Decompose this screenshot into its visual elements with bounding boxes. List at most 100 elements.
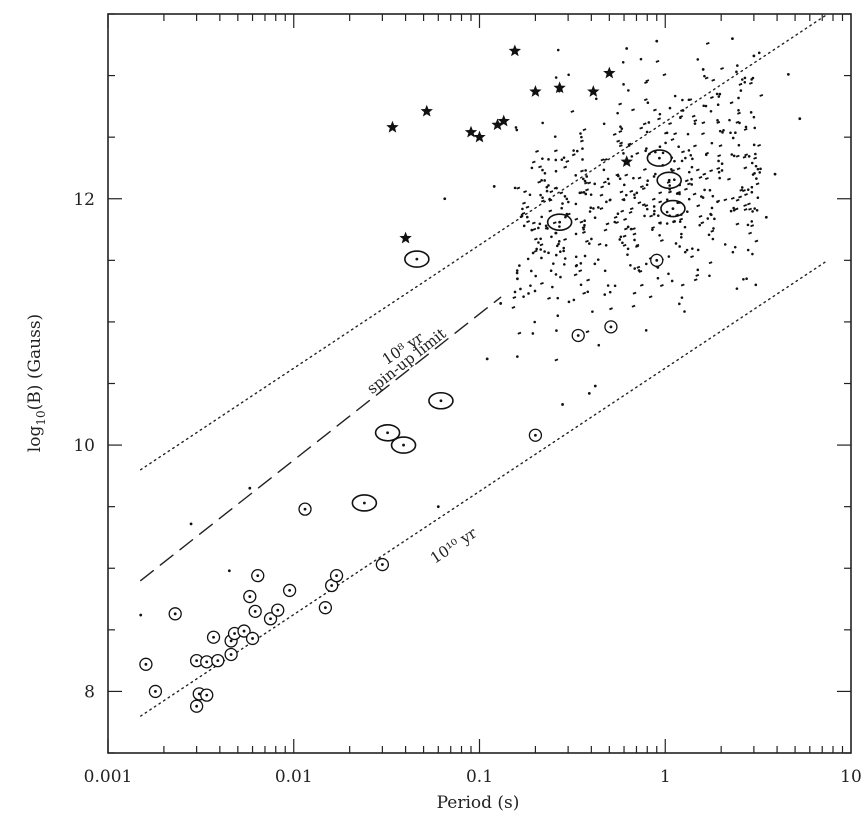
pulsar-dot bbox=[690, 255, 694, 259]
reference-line bbox=[140, 13, 829, 471]
pulsar-dot bbox=[705, 151, 709, 155]
isolated-dot bbox=[485, 357, 489, 361]
pulsar-dot bbox=[531, 332, 535, 335]
pulsar-dot bbox=[637, 269, 641, 272]
pulsar-dot bbox=[734, 207, 739, 211]
binary-ellipse-center bbox=[657, 156, 661, 160]
pulsar-dot bbox=[578, 269, 583, 273]
pulsar-dot bbox=[585, 239, 589, 243]
pulsar-dot bbox=[539, 243, 544, 247]
pulsar-dot bbox=[740, 78, 744, 81]
pulsar-dot bbox=[711, 194, 715, 198]
circled-point-center bbox=[233, 632, 236, 635]
pulsar-dot bbox=[540, 179, 543, 182]
pulsar-dot bbox=[720, 162, 724, 166]
pulsar-dot bbox=[563, 165, 568, 169]
pulsar-dot bbox=[750, 78, 753, 81]
data-marks bbox=[139, 37, 802, 713]
circled-point-center bbox=[288, 589, 292, 592]
pulsar-dot bbox=[680, 283, 685, 287]
pulsar-dot bbox=[679, 116, 682, 120]
pulsar-dot bbox=[756, 167, 760, 171]
pulsar-dot bbox=[635, 245, 639, 248]
pulsar-dot bbox=[632, 176, 635, 180]
pulsar-dot bbox=[738, 195, 743, 199]
pulsar-dot bbox=[547, 158, 550, 161]
pulsar-dot bbox=[590, 237, 593, 241]
isolated-dot bbox=[587, 391, 591, 395]
isolated-dot bbox=[764, 215, 768, 219]
pulsar-dot bbox=[684, 156, 687, 160]
pulsar-dot bbox=[747, 155, 751, 158]
pulsar-dot bbox=[528, 193, 532, 197]
pulsar-dot bbox=[722, 128, 725, 132]
isolated-dot bbox=[516, 277, 519, 281]
pulsar-dot bbox=[622, 234, 627, 238]
pulsar-dot bbox=[526, 257, 530, 261]
pulsar-dot bbox=[632, 232, 637, 236]
pulsar-dot bbox=[701, 121, 706, 125]
pulsar-dot bbox=[555, 244, 559, 248]
isolated-dot bbox=[561, 403, 564, 406]
pulsar-dot bbox=[563, 238, 567, 241]
pulsar-dot bbox=[516, 355, 519, 358]
pulsar-dot bbox=[597, 242, 602, 246]
pulsar-dot bbox=[642, 168, 647, 171]
pulsar-dot bbox=[584, 192, 588, 196]
pulsar-dot bbox=[737, 96, 740, 100]
pulsar-dot bbox=[633, 193, 636, 196]
pulsar-dot bbox=[582, 230, 586, 234]
pulsar-dot bbox=[704, 177, 709, 180]
pulsar-dot bbox=[753, 171, 756, 175]
binary-ellipse bbox=[404, 250, 430, 268]
pulsar-dot bbox=[637, 176, 642, 180]
pulsar-dot bbox=[543, 172, 547, 175]
pulsar-dot bbox=[668, 184, 671, 187]
pulsar-dot bbox=[652, 205, 656, 208]
pulsar-dot bbox=[703, 74, 706, 78]
pulsar-dot bbox=[665, 210, 669, 214]
pulsar-dot bbox=[673, 159, 676, 163]
pulsar-dot bbox=[603, 158, 608, 161]
pulsar-dot bbox=[602, 180, 607, 184]
pulsar-dot bbox=[645, 147, 648, 150]
pulsar-dot bbox=[684, 187, 688, 191]
pulsar-dot bbox=[709, 109, 713, 113]
pulsar-dot bbox=[604, 243, 608, 247]
pulsar-dot bbox=[703, 188, 706, 192]
pulsar-dot bbox=[662, 73, 667, 77]
circled-point-center bbox=[195, 659, 199, 663]
pulsar-dot bbox=[716, 119, 719, 122]
circled-point-center bbox=[303, 507, 307, 511]
pulsar-dot bbox=[670, 168, 673, 171]
y-tick-label: 12 bbox=[73, 190, 95, 210]
pulsar-dot bbox=[708, 188, 712, 192]
circled-point-center bbox=[655, 258, 659, 262]
pulsar-dot bbox=[626, 253, 629, 256]
pulsar-dot bbox=[743, 203, 748, 207]
x-tick-label: 1 bbox=[660, 767, 671, 787]
isolated-dot bbox=[752, 54, 756, 58]
pulsar-dot bbox=[556, 296, 560, 300]
pulsar-dot bbox=[527, 292, 530, 295]
pulsar-dot bbox=[696, 248, 700, 252]
pulsar-dot bbox=[737, 143, 741, 147]
pulsar-dot bbox=[740, 186, 744, 189]
pulsar-dot bbox=[721, 131, 724, 134]
pulsar-dot bbox=[757, 51, 761, 55]
binary-ellipse bbox=[428, 391, 454, 410]
pulsar-dot bbox=[729, 209, 733, 213]
pulsar-dot bbox=[666, 180, 671, 184]
pulsar-dot bbox=[513, 186, 517, 190]
pulsar-dot bbox=[656, 214, 660, 217]
circled-point-center bbox=[205, 693, 209, 697]
pulsar-dot bbox=[755, 177, 758, 180]
pulsar-dot bbox=[551, 285, 554, 289]
pulsar-dot bbox=[704, 104, 708, 108]
pulsar-dot bbox=[685, 248, 689, 252]
star-marker bbox=[473, 130, 486, 143]
binary-ellipse bbox=[374, 423, 401, 442]
pulsar-dot bbox=[603, 293, 607, 296]
pulsar-dot bbox=[606, 284, 610, 287]
pulsar-dot bbox=[624, 173, 629, 177]
